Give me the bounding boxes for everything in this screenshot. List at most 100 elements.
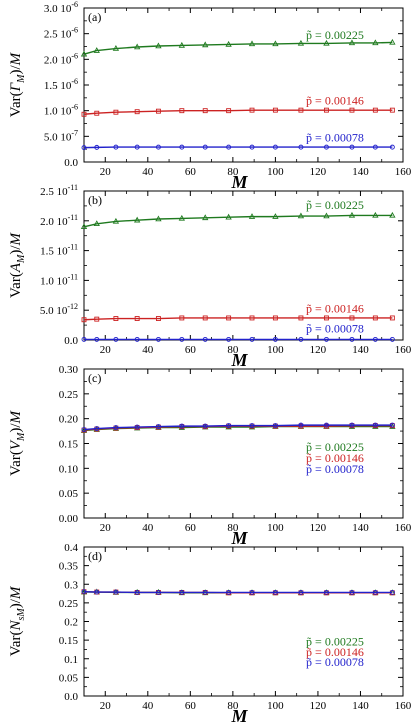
y-tick-label: 0.20: [59, 414, 79, 426]
y-tick-mantissa: 1.0 10: [40, 275, 68, 287]
y-tick-label: 0.3: [64, 579, 78, 591]
data-point: [272, 589, 278, 595]
data-point: [179, 336, 185, 342]
data-point: [112, 217, 120, 224]
data-point: [298, 107, 304, 113]
data-point: [178, 214, 185, 221]
y-tick-label: 5.0 10-12: [40, 302, 78, 317]
data-point: [298, 144, 304, 150]
y-tick-label: 0.0: [64, 691, 78, 703]
series-line: [83, 41, 393, 55]
y-title-close: )/: [8, 64, 24, 74]
y-title-denominator: M: [8, 51, 24, 66]
data-point: [389, 422, 395, 428]
data-point: [94, 316, 100, 322]
x-tick-label: 160: [395, 700, 412, 712]
data-point: [349, 422, 355, 428]
panel-tag: (d): [88, 549, 102, 563]
y-tick-label: 0.2: [64, 617, 78, 629]
y-tick-mantissa: 1.0 10: [44, 106, 72, 118]
y-title-denominator: M: [8, 585, 24, 600]
series-line: [83, 591, 393, 594]
series-label: p̃ = 0.00078: [306, 130, 364, 144]
data-point: [372, 211, 379, 218]
y-tick-label: 0.0: [64, 157, 78, 169]
y-axis-title: Var(ΓM)/M: [8, 51, 27, 117]
series-line: [83, 317, 393, 321]
data-point: [323, 212, 330, 219]
data-point: [134, 336, 140, 342]
data-point: [134, 424, 140, 430]
y-tick-label: 0.00: [59, 513, 79, 525]
data-point: [297, 39, 305, 46]
data-point: [389, 107, 395, 113]
y-tick-mantissa: 2.5 10: [44, 29, 72, 41]
series-label: p̃ = 0.00225: [306, 635, 364, 649]
x-tick-label: 40: [142, 700, 154, 712]
x-tick-label: 60: [185, 344, 197, 356]
data-point: [348, 211, 356, 218]
data-point: [389, 211, 396, 218]
y-tick-exponent: -6: [71, 51, 78, 60]
series-line: [83, 214, 393, 228]
y-tick-label: 1.5 10-11: [40, 243, 78, 258]
data-point: [298, 589, 304, 595]
data-point: [389, 336, 395, 342]
data-point: [226, 315, 232, 321]
series-0: p̃ = 0.00225: [80, 588, 396, 649]
chart-panel-d: 20 40 60 80 100 120 140 160 0.0 0.05 0.1 0.15 0.2 0.2…: [8, 542, 412, 725]
y-title-subscript: M: [16, 74, 27, 84]
chart-panel-c: 20 40 60 80 100 120 140 160 0.00 0.05 0.10 0.15 0.20…: [8, 364, 412, 548]
data-point: [81, 317, 87, 323]
data-point: [348, 39, 356, 46]
y-title-var: Var(: [8, 91, 24, 117]
data-point: [81, 145, 87, 151]
data-point: [349, 315, 355, 321]
data-point: [81, 427, 87, 433]
data-point: [94, 589, 100, 595]
y-tick-mantissa: 5.0 10: [40, 305, 68, 317]
x-tick-label: 100: [267, 522, 284, 534]
x-tick-label: 100: [267, 166, 284, 178]
y-tick-mantissa: 2.5 10: [40, 186, 68, 198]
series-label: p̃ = 0.00146: [306, 302, 364, 316]
data-point: [94, 426, 100, 432]
x-tick-label: 140: [352, 700, 369, 712]
data-point: [202, 108, 208, 114]
series-label: p̃ = 0.00078: [306, 321, 364, 335]
y-tick-mantissa: 3.0 10: [44, 3, 72, 15]
data-point: [298, 422, 304, 428]
data-point: [323, 315, 329, 321]
data-point: [202, 315, 208, 321]
data-point: [297, 212, 305, 219]
data-point: [372, 107, 378, 113]
data-point: [80, 50, 88, 57]
data-point: [155, 108, 161, 114]
x-tick-label: 120: [310, 522, 327, 534]
series-label: p̃ = 0.00225: [306, 28, 364, 42]
data-point: [81, 589, 87, 595]
y-tick-exponent: -6: [71, 77, 78, 86]
y-tick-label: 0.15: [59, 635, 79, 647]
data-point: [323, 422, 329, 428]
y-tick-label: 0.15: [59, 439, 79, 451]
data-point: [249, 336, 255, 342]
panel-tag: (b): [88, 193, 102, 207]
y-axis-title: Var(AM)/M: [8, 231, 27, 298]
series-label: p̃ = 0.00146: [306, 94, 364, 108]
data-point: [248, 213, 256, 219]
data-point: [372, 589, 378, 595]
y-tick-mantissa: 1.5 10: [44, 80, 72, 92]
data-point: [226, 589, 232, 595]
x-tick-label: 40: [142, 344, 154, 356]
data-point: [155, 215, 162, 222]
data-point: [134, 109, 140, 115]
y-tick-label: 0.30: [59, 364, 79, 376]
y-title-symbol: A: [8, 262, 24, 273]
y-tick-label: 2.5 10-11: [40, 183, 78, 198]
x-tick-label: 100: [267, 700, 284, 712]
data-point: [202, 144, 208, 150]
data-point: [323, 107, 329, 113]
panel-tag: (a): [88, 10, 101, 24]
